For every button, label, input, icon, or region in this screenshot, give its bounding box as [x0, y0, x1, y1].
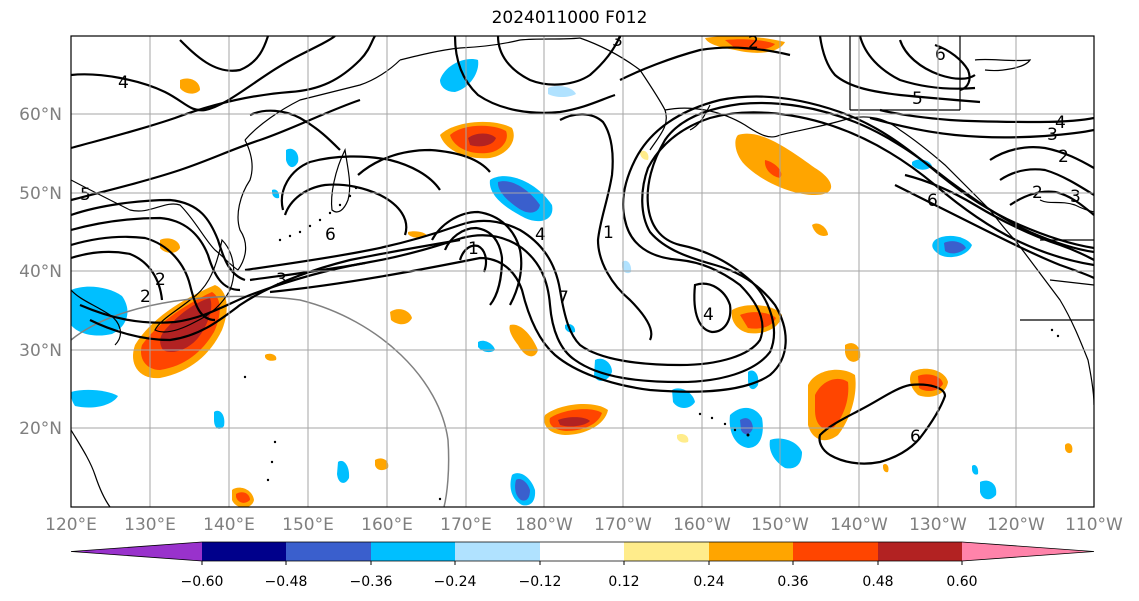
- lon-label: 160°W: [673, 515, 731, 535]
- colorbar-tick-label: −0.24: [434, 574, 477, 590]
- colorbar-segment: [286, 542, 371, 561]
- coastlines: [71, 36, 1094, 507]
- colorbar-segment: [878, 542, 962, 561]
- contour-label: 3: [1070, 187, 1081, 207]
- lon-label: 180°W: [515, 515, 573, 535]
- contour-label: 2: [748, 33, 759, 53]
- contour-labels: 4 3 6 5 4 3 2 2 3 6 5 2 3 2 6 1 1 4 7 4 …: [80, 31, 1081, 447]
- lat-label: 40°N: [19, 262, 62, 282]
- colorbar-segment: [371, 542, 455, 561]
- contour-label: 2: [155, 270, 166, 290]
- lon-label: 120°W: [987, 515, 1045, 535]
- contour-label: 4: [1055, 113, 1066, 133]
- contour-label: 4: [535, 225, 546, 245]
- colorbar-segment: [202, 542, 286, 561]
- colorbar-segment: [540, 542, 624, 561]
- lon-label: 120°E: [45, 515, 97, 535]
- contour-label: 6: [910, 427, 921, 447]
- colorbar-extend-max: [962, 542, 1094, 561]
- lon-label: 160°E: [361, 515, 413, 535]
- lat-label: 50°N: [19, 184, 62, 204]
- colorbar-tick-label: 0.12: [608, 574, 639, 590]
- contour-label: 1: [603, 223, 614, 243]
- lon-label: 130°E: [124, 515, 176, 535]
- colorbar-tick-label: −0.48: [265, 574, 308, 590]
- lon-label: 150°E: [282, 515, 334, 535]
- contour-label: 2: [140, 287, 151, 307]
- colorbar-tick-label: 0.24: [693, 574, 724, 590]
- lat-label: 30°N: [19, 341, 62, 361]
- contour-label: 3: [1047, 125, 1058, 145]
- colorbar-tick-label: 0.36: [777, 574, 808, 590]
- positive-shading: [132, 36, 1073, 507]
- colorbar: [70, 541, 1095, 565]
- lat-label: 60°N: [19, 105, 62, 125]
- colorbar-tick-label: 0.48: [862, 574, 893, 590]
- contour-label: 5: [80, 185, 91, 205]
- lon-label: 110°W: [1065, 515, 1123, 535]
- lon-label: 140°W: [830, 515, 888, 535]
- lon-label: 170°W: [594, 515, 652, 535]
- map-area: 4 3 6 5 4 3 2 2 3 6 5 2 3 2 6 1 1 4 7 4 …: [71, 31, 1094, 507]
- colorbar-tick-label: −0.12: [519, 574, 562, 590]
- lon-label: 170°E: [440, 515, 492, 535]
- contour-label: 6: [927, 191, 938, 211]
- colorbar-tick-label: −0.36: [350, 574, 393, 590]
- gridlines: [71, 36, 1094, 507]
- contour-label: 3: [276, 270, 287, 290]
- map-frame: [70, 35, 1095, 508]
- range-circle: [71, 295, 450, 507]
- lon-label: 140°E: [203, 515, 255, 535]
- lat-labels: 60°N 50°N 40°N 30°N 20°N: [19, 105, 62, 439]
- colorbar-extend-min: [71, 542, 202, 561]
- colorbar-tick-label: −0.60: [181, 574, 224, 590]
- colorbar-labels: −0.60 −0.48 −0.36 −0.24 −0.12 0.12 0.24 …: [181, 574, 978, 590]
- contour-label: 4: [118, 73, 129, 93]
- contour-label: 5: [912, 89, 923, 109]
- contour-label: 2: [1058, 147, 1069, 167]
- colorbar-segment: [624, 542, 709, 561]
- contour-label: 3: [612, 31, 623, 51]
- lon-labels: 120°E 130°E 140°E 150°E 160°E 170°E 180°…: [45, 515, 1123, 535]
- contour-label: 6: [325, 225, 336, 245]
- colorbar-segment: [793, 542, 878, 561]
- lon-label: 150°W: [751, 515, 809, 535]
- contour-label: 1: [468, 239, 479, 259]
- contour-label: 7: [558, 288, 569, 308]
- colorbar-tick-label: 0.60: [946, 574, 977, 590]
- lon-label: 130°W: [909, 515, 967, 535]
- lat-label: 20°N: [19, 419, 62, 439]
- negative-shading: [71, 59, 997, 506]
- colorbar-segment: [455, 542, 540, 561]
- islands: [243, 186, 1060, 501]
- map-title: 2024011000 F012: [491, 8, 648, 28]
- contour-label: 4: [703, 305, 714, 325]
- contour-label: 6: [935, 45, 946, 65]
- contours: [71, 36, 1094, 465]
- colorbar-segment: [709, 542, 793, 561]
